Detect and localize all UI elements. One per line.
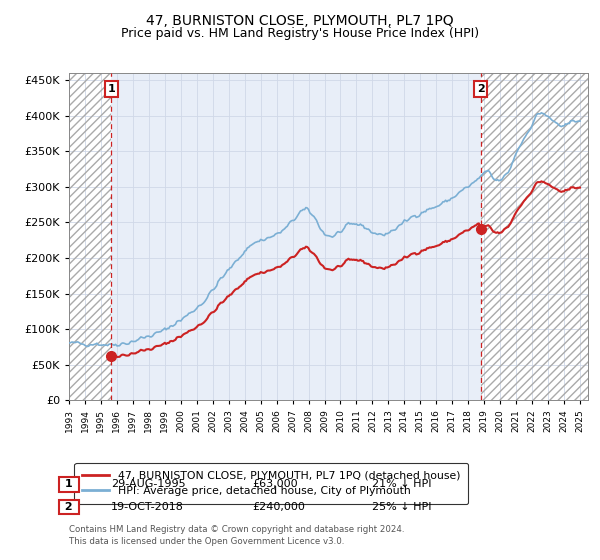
- Text: 2: 2: [61, 502, 77, 512]
- Text: 29-AUG-1995: 29-AUG-1995: [111, 479, 185, 489]
- Legend: 47, BURNISTON CLOSE, PLYMOUTH, PL7 1PQ (detached house), HPI: Average price, det: 47, BURNISTON CLOSE, PLYMOUTH, PL7 1PQ (…: [74, 463, 468, 504]
- Text: 1: 1: [61, 479, 77, 489]
- Text: 2: 2: [477, 84, 485, 94]
- Text: 21% ↓ HPI: 21% ↓ HPI: [372, 479, 431, 489]
- Bar: [481, 73, 588, 400]
- Text: 19-OCT-2018: 19-OCT-2018: [111, 502, 184, 512]
- Text: Contains HM Land Registry data © Crown copyright and database right 2024.
This d: Contains HM Land Registry data © Crown c…: [69, 525, 404, 546]
- Text: £240,000: £240,000: [252, 502, 305, 512]
- Text: Price paid vs. HM Land Registry's House Price Index (HPI): Price paid vs. HM Land Registry's House …: [121, 27, 479, 40]
- Text: 47, BURNISTON CLOSE, PLYMOUTH, PL7 1PQ: 47, BURNISTON CLOSE, PLYMOUTH, PL7 1PQ: [146, 14, 454, 28]
- Text: 25% ↓ HPI: 25% ↓ HPI: [372, 502, 431, 512]
- Bar: [69, 73, 112, 400]
- Bar: [69, 73, 112, 400]
- Bar: [481, 73, 588, 400]
- Text: £63,000: £63,000: [252, 479, 298, 489]
- Text: 1: 1: [107, 84, 115, 94]
